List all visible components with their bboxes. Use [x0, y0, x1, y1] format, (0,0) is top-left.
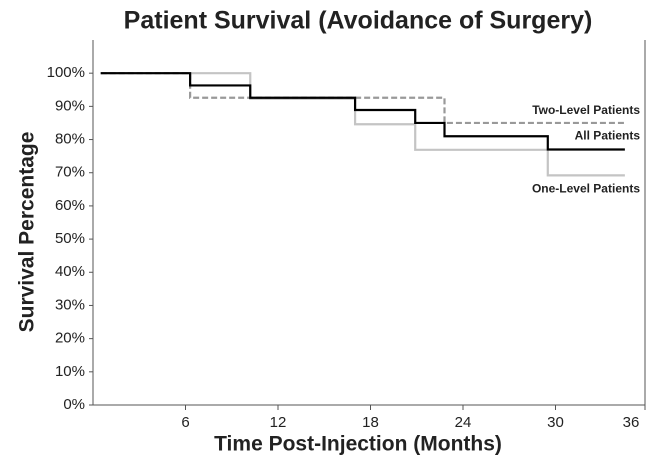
y-tick-label: 90%: [55, 97, 85, 114]
series-label: One-Level Patients: [532, 182, 640, 196]
y-tick-label: 40%: [55, 263, 85, 280]
series-label: Two-Level Patients: [532, 103, 640, 117]
series-label: All Patients: [575, 129, 641, 143]
y-tick-label: 30%: [55, 296, 85, 313]
x-tick-label: 24: [455, 414, 472, 431]
x-tick-label: 36: [623, 414, 640, 431]
y-tick-label: 80%: [55, 131, 85, 148]
y-axis-label: Survival Percentage: [16, 132, 39, 333]
x-tick-label: 12: [270, 414, 287, 431]
survival-line: [100, 72, 625, 151]
x-axis-label: Time Post-Injection (Months): [214, 433, 502, 456]
x-tick-label: 6: [181, 414, 189, 431]
x-tick-label: 18: [362, 414, 379, 431]
y-tick-label: 60%: [55, 197, 85, 214]
y-tick-label: 70%: [55, 164, 85, 181]
x-tick-label: 30: [547, 414, 564, 431]
y-tick-label: 20%: [55, 330, 85, 347]
y-tick-label: 100%: [47, 64, 85, 81]
survival-line: [100, 72, 625, 177]
chart-title: Patient Survival (Avoidance of Surgery): [124, 7, 593, 35]
y-tick-label: 10%: [55, 363, 85, 380]
y-tick-label: 50%: [55, 230, 85, 247]
y-tick-label: 0%: [63, 396, 85, 413]
